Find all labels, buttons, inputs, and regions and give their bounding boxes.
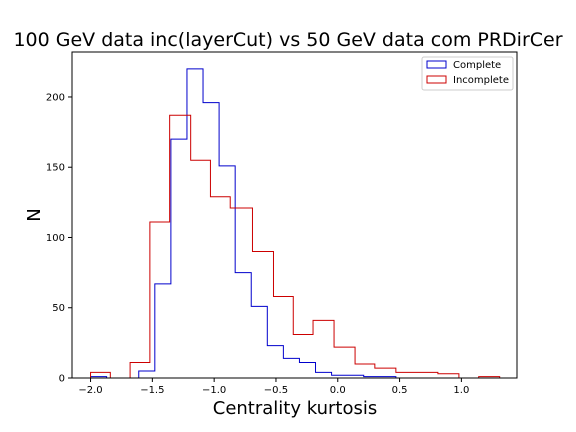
bin-incomplete-8 xyxy=(252,252,273,378)
legend-swatch-incomplete xyxy=(426,75,447,84)
y-tick-label: 50 xyxy=(52,303,65,314)
legend-swatch-complete xyxy=(426,60,447,69)
step-line-complete xyxy=(90,68,412,379)
bin-incomplete-2 xyxy=(130,363,150,378)
bin-incomplete-4 xyxy=(170,115,191,378)
bin-complete-12 xyxy=(283,358,299,378)
bin-complete-11 xyxy=(267,346,283,378)
legend-box xyxy=(421,56,514,91)
bin-complete-13 xyxy=(299,363,315,378)
bin-complete-10 xyxy=(251,306,267,378)
bin-incomplete-7 xyxy=(230,208,252,378)
axes-frame xyxy=(71,51,518,379)
bin-complete-5 xyxy=(171,139,187,378)
bin-incomplete-13 xyxy=(355,364,375,378)
bin-complete-8 xyxy=(219,166,235,378)
bin-complete-9 xyxy=(235,273,251,378)
bin-incomplete-12 xyxy=(334,347,355,378)
bin-incomplete-5 xyxy=(191,160,211,378)
series-complete xyxy=(90,68,412,379)
bin-incomplete-3 xyxy=(150,222,170,378)
legend: Complete Incomplete xyxy=(421,56,514,91)
x-tick-label: −0.5 xyxy=(264,385,288,396)
bin-incomplete-10 xyxy=(293,334,313,378)
bin-complete-7 xyxy=(203,103,219,378)
bin-complete-3 xyxy=(139,371,155,378)
series-incomplete xyxy=(90,114,501,379)
x-tick-label: 1.0 xyxy=(453,385,469,396)
y-tick-label: 200 xyxy=(46,92,65,103)
bin-incomplete-6 xyxy=(210,197,230,378)
x-tick-label: −2.0 xyxy=(78,385,102,396)
plot-area: −2.0 −1.5 −1.0 −0.5 0.0 0.5 1.0 0 50 100 150 200 xyxy=(46,51,518,396)
y-tick-label: 0 xyxy=(59,374,65,385)
bin-complete-4 xyxy=(155,284,171,378)
x-tick-label: 0.0 xyxy=(330,385,346,396)
bin-incomplete-9 xyxy=(273,297,293,379)
legend-label-complete: Complete xyxy=(453,60,501,71)
y-axis-label: N xyxy=(24,208,45,221)
bin-incomplete-11 xyxy=(313,320,334,378)
x-tick-label: −1.0 xyxy=(202,385,226,396)
y-tick-label: 100 xyxy=(46,233,65,244)
x-tick-label: 0.5 xyxy=(392,385,408,396)
bin-incomplete-16 xyxy=(438,374,459,378)
bin-incomplete-0 xyxy=(91,372,111,378)
chart-title: 100 GeV data inc(layerCut) vs 50 GeV dat… xyxy=(13,29,562,51)
step-line-incomplete xyxy=(90,114,501,379)
x-axis-label: Centrality kurtosis xyxy=(213,398,377,419)
x-tick-label: −1.5 xyxy=(140,385,164,396)
bin-incomplete-15 xyxy=(396,372,438,378)
y-tick-label: 150 xyxy=(46,163,65,174)
legend-label-incomplete: Incomplete xyxy=(453,75,509,86)
bin-complete-14 xyxy=(316,372,332,378)
